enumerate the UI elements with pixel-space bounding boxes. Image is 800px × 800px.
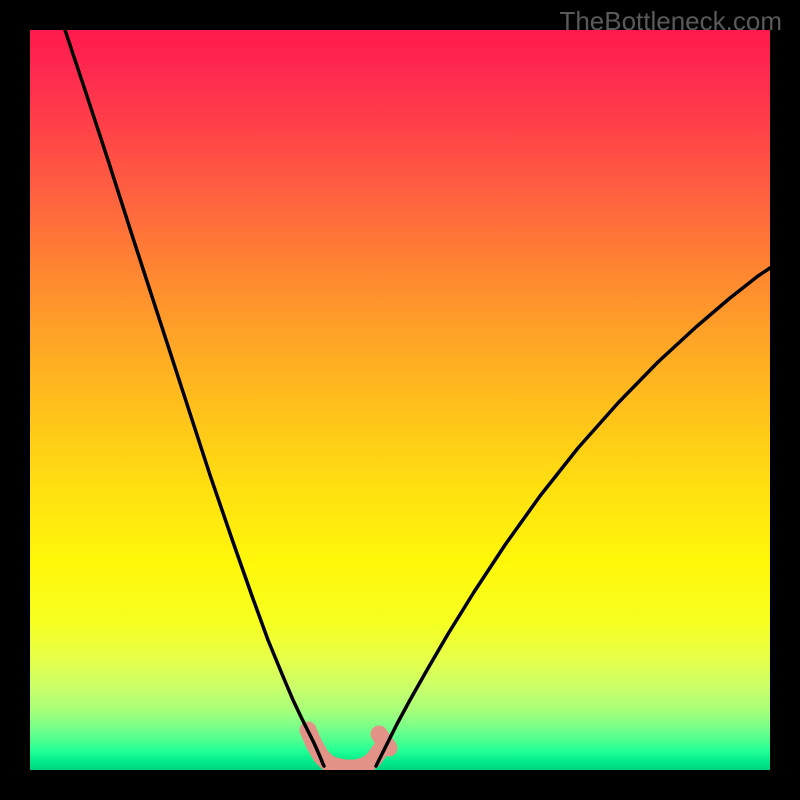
valley-highlight-arc [308, 730, 381, 768]
plot-area [30, 30, 770, 770]
curve-right-branch [376, 268, 770, 766]
chart-curves [30, 30, 770, 770]
curve-left-branch [65, 30, 324, 766]
outer-frame: TheBottleneck.com [0, 0, 800, 800]
